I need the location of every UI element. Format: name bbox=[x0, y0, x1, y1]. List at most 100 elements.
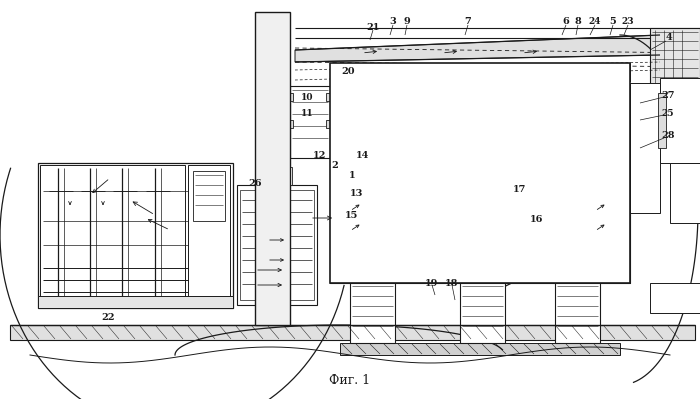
Bar bbox=[40, 165, 185, 306]
Text: 16: 16 bbox=[531, 215, 544, 225]
Circle shape bbox=[577, 235, 582, 241]
Polygon shape bbox=[255, 12, 290, 325]
Circle shape bbox=[447, 87, 452, 93]
Circle shape bbox=[390, 231, 404, 245]
Circle shape bbox=[416, 83, 430, 97]
Circle shape bbox=[447, 251, 452, 255]
Circle shape bbox=[498, 235, 503, 241]
Circle shape bbox=[421, 105, 426, 109]
Circle shape bbox=[368, 235, 374, 241]
Bar bbox=[330, 196, 630, 283]
Text: 11: 11 bbox=[300, 109, 314, 117]
Circle shape bbox=[473, 235, 477, 241]
Circle shape bbox=[338, 246, 352, 260]
Bar bbox=[290, 86, 330, 158]
Text: 13: 13 bbox=[350, 188, 364, 198]
Circle shape bbox=[154, 217, 162, 225]
Text: 17: 17 bbox=[513, 186, 526, 194]
Bar bbox=[38, 163, 233, 308]
Circle shape bbox=[468, 246, 482, 260]
Circle shape bbox=[550, 235, 556, 241]
Circle shape bbox=[146, 179, 170, 203]
Circle shape bbox=[468, 100, 482, 114]
Circle shape bbox=[89, 217, 97, 225]
Text: 26: 26 bbox=[248, 178, 262, 188]
Circle shape bbox=[416, 246, 430, 260]
Bar bbox=[285, 120, 293, 128]
Circle shape bbox=[152, 185, 164, 197]
Circle shape bbox=[342, 251, 347, 255]
Circle shape bbox=[550, 105, 556, 109]
Circle shape bbox=[120, 266, 130, 276]
Text: 21: 21 bbox=[366, 22, 379, 32]
Circle shape bbox=[342, 105, 347, 109]
Circle shape bbox=[118, 238, 132, 252]
Circle shape bbox=[416, 100, 430, 114]
Circle shape bbox=[119, 185, 131, 197]
Circle shape bbox=[338, 231, 352, 245]
Bar bbox=[350, 283, 395, 343]
Circle shape bbox=[498, 87, 503, 93]
Circle shape bbox=[498, 105, 503, 109]
Bar bbox=[262, 167, 292, 185]
Circle shape bbox=[473, 251, 477, 255]
Circle shape bbox=[364, 246, 378, 260]
Circle shape bbox=[572, 83, 586, 97]
Text: 18: 18 bbox=[445, 279, 458, 288]
Circle shape bbox=[546, 246, 560, 260]
Ellipse shape bbox=[332, 126, 358, 190]
Circle shape bbox=[395, 235, 400, 241]
Circle shape bbox=[577, 87, 582, 93]
Circle shape bbox=[390, 246, 404, 260]
Circle shape bbox=[520, 83, 534, 97]
Text: 7: 7 bbox=[465, 18, 471, 26]
Text: 8: 8 bbox=[575, 18, 582, 26]
Circle shape bbox=[342, 87, 347, 93]
Bar bbox=[430, 83, 495, 118]
Bar bbox=[237, 185, 317, 305]
Polygon shape bbox=[330, 63, 630, 81]
Polygon shape bbox=[295, 35, 660, 62]
Circle shape bbox=[468, 231, 482, 245]
Circle shape bbox=[473, 105, 477, 109]
Circle shape bbox=[442, 100, 456, 114]
Circle shape bbox=[116, 212, 134, 230]
Bar bbox=[240, 190, 314, 300]
Circle shape bbox=[54, 238, 68, 252]
Text: 10: 10 bbox=[301, 93, 314, 101]
Ellipse shape bbox=[603, 126, 627, 190]
Text: 12: 12 bbox=[314, 150, 327, 160]
Circle shape bbox=[572, 100, 586, 114]
Text: 4: 4 bbox=[666, 34, 673, 43]
Bar bbox=[555, 283, 600, 343]
Circle shape bbox=[678, 181, 700, 205]
Circle shape bbox=[442, 246, 456, 260]
Circle shape bbox=[447, 235, 452, 241]
Circle shape bbox=[342, 235, 347, 241]
Polygon shape bbox=[10, 325, 695, 340]
Circle shape bbox=[442, 83, 456, 97]
Circle shape bbox=[494, 83, 508, 97]
Circle shape bbox=[149, 212, 167, 230]
Text: 22: 22 bbox=[102, 314, 115, 322]
Circle shape bbox=[81, 179, 105, 203]
Circle shape bbox=[56, 280, 66, 290]
Text: 24: 24 bbox=[589, 18, 601, 26]
Circle shape bbox=[494, 231, 508, 245]
Bar bbox=[670, 163, 700, 223]
Bar bbox=[350, 83, 415, 118]
Circle shape bbox=[550, 251, 556, 255]
Circle shape bbox=[468, 83, 482, 97]
Circle shape bbox=[113, 179, 137, 203]
Circle shape bbox=[364, 231, 378, 245]
Circle shape bbox=[52, 212, 70, 230]
Circle shape bbox=[56, 266, 66, 276]
Circle shape bbox=[524, 87, 529, 93]
Bar bbox=[330, 121, 630, 196]
Circle shape bbox=[447, 105, 452, 109]
Circle shape bbox=[395, 251, 400, 255]
Circle shape bbox=[416, 231, 430, 245]
Circle shape bbox=[572, 231, 586, 245]
Polygon shape bbox=[330, 265, 630, 283]
Circle shape bbox=[524, 251, 529, 255]
